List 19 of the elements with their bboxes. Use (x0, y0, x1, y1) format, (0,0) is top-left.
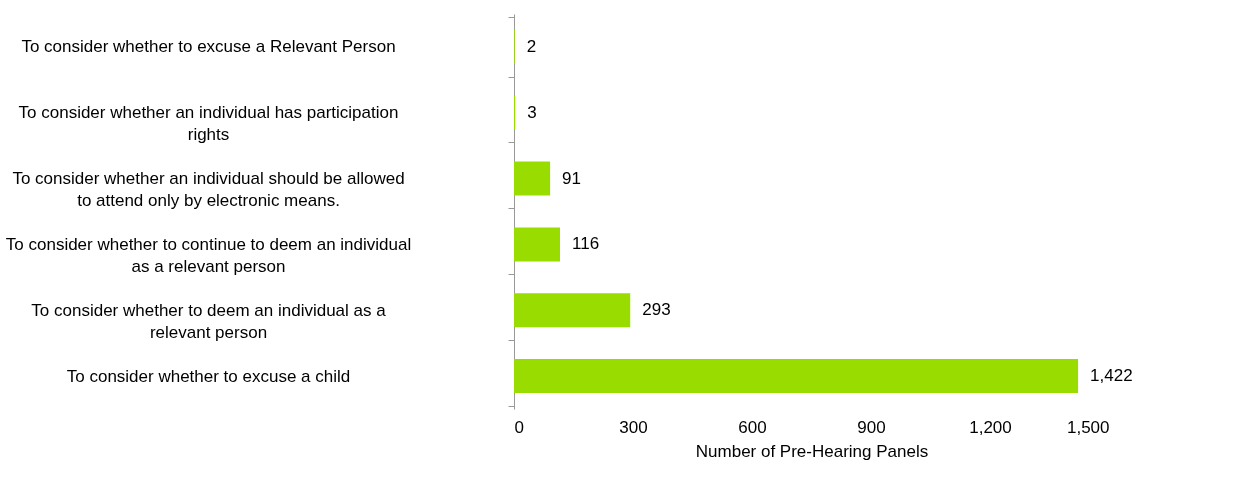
x-tick-label: 1,200 (969, 417, 1012, 437)
y-tick-label: To consider whether an individual has participation rights (18, 103, 399, 145)
data-label: 116 (572, 234, 600, 254)
y-tick-label: To consider whether to continue to deem an individual as a relevant person (5, 234, 412, 276)
data-label: 1,422 (1090, 366, 1133, 386)
data-label: 91 (562, 168, 582, 188)
x-axis-title: Number of Pre-Hearing Panels (695, 441, 929, 461)
y-tick-label: To consider whether to excuse a Relevant Person (21, 37, 396, 57)
data-label: 3 (527, 102, 537, 122)
x-tick-label: 600 (738, 417, 767, 437)
data-label: 2 (526, 36, 537, 56)
y-tick-label: To consider whether an individual should be allowed to attend only by electronic means. (12, 169, 405, 211)
x-tick-label: 300 (619, 417, 648, 437)
y-tick-label: To consider whether to excuse a child (66, 366, 351, 386)
data-label: 293 (642, 300, 671, 320)
y-tick-label: To consider whether to deem an individual as a relevant person (31, 300, 387, 342)
x-tick-label: 1,500 (1066, 417, 1110, 437)
x-tick-label: 0 (514, 417, 524, 437)
x-tick-label: 900 (857, 417, 886, 437)
